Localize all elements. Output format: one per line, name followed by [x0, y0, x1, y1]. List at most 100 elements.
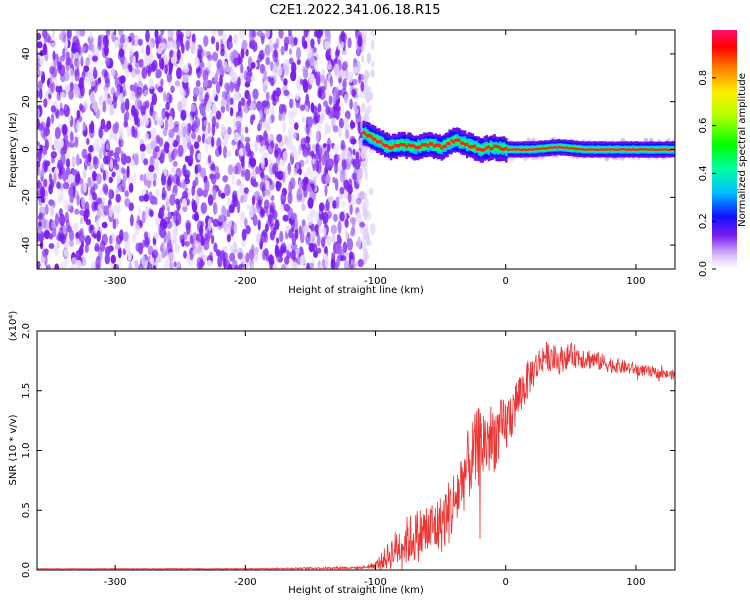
heatmap-cell [232, 194, 239, 208]
heatmap-cell [189, 144, 194, 157]
heatmap-cell [167, 230, 171, 244]
heatmap-cell [244, 136, 251, 143]
heatmap-cell [491, 146, 494, 151]
heatmap-cell [272, 263, 277, 269]
heatmap-cell [569, 147, 572, 150]
heatmap-cell [167, 30, 174, 39]
heatmap-cell [227, 219, 232, 228]
heatmap-cell [100, 161, 105, 169]
heatmap-cell [460, 141, 463, 145]
heatmap-cell [273, 49, 278, 59]
heatmap-cell [141, 210, 146, 224]
heatmap-cell [56, 146, 61, 153]
heatmap-cell [194, 240, 200, 248]
heatmap-cell [261, 100, 268, 108]
heatmap-cell [39, 58, 45, 66]
heatmap-cell [83, 65, 90, 72]
heatmap-cell [95, 138, 100, 148]
heatmap-cell [201, 98, 206, 108]
heatmap-cell [76, 194, 80, 206]
heatmap-cell [258, 134, 264, 142]
heatmap-cell [639, 148, 643, 151]
heatmap-cell [444, 144, 447, 148]
heatmap-cell [421, 143, 424, 151]
heatmap-cell [315, 211, 319, 223]
heatmap-cell [258, 119, 263, 131]
heatmap-cell [293, 131, 298, 140]
heatmap-cell [263, 199, 270, 209]
heatmap-cell [349, 251, 355, 263]
heatmap-cell [361, 201, 367, 211]
heatmap-cell [122, 82, 126, 94]
heatmap-cell [156, 134, 161, 144]
heatmap-cell [204, 135, 209, 148]
heatmap-cell [88, 42, 93, 51]
heatmap-cell [37, 32, 42, 41]
heatmap-cell [657, 148, 660, 151]
heatmap-cell [284, 42, 288, 52]
heatmap-cell [507, 148, 510, 151]
heatmap-cell [148, 164, 155, 173]
heatmap-cell [458, 138, 461, 142]
heatmap-cell [260, 209, 265, 217]
x-tick-label: 100 [626, 577, 645, 588]
heatmap-cell [314, 171, 319, 178]
heatmap-cell [553, 146, 557, 149]
heatmap-cell [109, 158, 114, 171]
heatmap-cell [44, 196, 49, 204]
heatmap-cell [139, 174, 145, 181]
heatmap-cell [37, 181, 43, 190]
heatmap-cell [207, 122, 211, 135]
heatmap-cell [211, 51, 219, 62]
heatmap-cell [602, 148, 605, 151]
heatmap-cell [69, 239, 74, 247]
heatmap-cell [248, 248, 255, 260]
heatmap-cell [54, 213, 60, 227]
heatmap-cell [302, 78, 308, 90]
heatmap-cell [226, 232, 231, 243]
heatmap-cell [71, 46, 75, 54]
heatmap-cell [200, 167, 207, 179]
heatmap-cell [156, 35, 162, 43]
heatmap-cell [232, 248, 238, 255]
heatmap-cell [163, 141, 170, 154]
heatmap-cell [51, 227, 57, 238]
heatmap-cell [37, 148, 42, 162]
heatmap-cell [124, 198, 131, 208]
heatmap-cell [84, 243, 89, 253]
heatmap-cell [166, 197, 170, 210]
heatmap-cell [221, 125, 228, 137]
heatmap-cell [332, 92, 337, 105]
heatmap-cell [280, 191, 287, 205]
heatmap-cell [118, 30, 124, 37]
heatmap-cell [241, 257, 247, 265]
heatmap-cell [317, 226, 323, 235]
heatmap-cell [74, 68, 80, 82]
heatmap-cell [98, 189, 104, 197]
heatmap-cell [409, 144, 412, 148]
heatmap-cell [630, 148, 633, 151]
heatmap-cell [338, 127, 343, 137]
heatmap-cell [213, 242, 218, 253]
heatmap-cell [152, 265, 157, 269]
heatmap-cell [207, 154, 212, 164]
heatmap-cell [353, 101, 358, 112]
heatmap-cell [110, 254, 117, 264]
spectrogram-x-label: Height of straight line (km) [288, 285, 424, 296]
heatmap-cell [76, 109, 81, 119]
heatmap-cell [101, 221, 108, 229]
heatmap-cell [54, 127, 61, 139]
heatmap-cell [661, 148, 664, 151]
heatmap-cell [139, 117, 144, 128]
heatmap-cell [228, 204, 235, 214]
heatmap-cell [59, 213, 66, 227]
heatmap-cell [164, 64, 169, 75]
heatmap-cell [196, 187, 203, 197]
heatmap-cell [111, 31, 116, 43]
heatmap-cell [471, 145, 475, 149]
x-tick-label: 100 [626, 276, 645, 287]
heatmap-cell [97, 77, 102, 84]
heatmap-cell [159, 227, 166, 239]
heatmap-cell [149, 257, 155, 264]
